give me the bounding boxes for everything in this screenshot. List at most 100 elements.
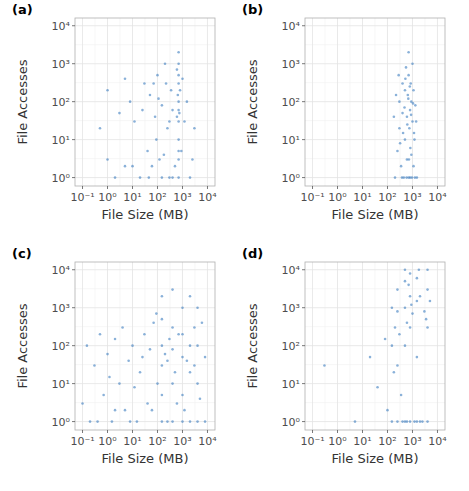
point — [421, 420, 424, 423]
minor-grid — [305, 402, 445, 403]
tick-label: 10² — [52, 340, 70, 353]
point — [402, 132, 405, 135]
tick — [157, 186, 158, 189]
point — [191, 158, 194, 161]
point — [395, 94, 398, 97]
point — [171, 420, 174, 423]
point — [416, 356, 419, 359]
minor-grid — [305, 120, 445, 121]
point — [425, 318, 428, 321]
grid-line — [75, 177, 215, 178]
point — [403, 106, 406, 109]
point — [114, 409, 117, 412]
tick — [72, 307, 75, 308]
point — [409, 420, 412, 423]
point — [136, 420, 139, 423]
panel-title: (c) — [12, 246, 32, 261]
point — [405, 66, 408, 69]
point — [114, 176, 117, 179]
point — [177, 138, 180, 141]
point — [154, 115, 157, 118]
point — [177, 150, 180, 153]
point — [174, 165, 177, 168]
y-axis-title: File Accesses — [245, 59, 260, 144]
point — [121, 326, 124, 329]
point — [376, 386, 379, 389]
point — [131, 344, 134, 347]
point — [401, 82, 404, 85]
point — [423, 310, 426, 313]
point — [99, 127, 102, 130]
point — [419, 420, 422, 423]
point — [161, 364, 164, 367]
point — [99, 333, 102, 336]
point — [161, 176, 164, 179]
point — [412, 102, 415, 105]
point — [391, 420, 394, 423]
point — [176, 68, 179, 71]
point — [171, 176, 174, 179]
tick — [302, 345, 305, 346]
tick — [437, 186, 438, 189]
minor-grid — [75, 44, 215, 45]
y-axis-title: File Accesses — [15, 59, 30, 144]
point — [196, 306, 199, 309]
panel: 10⁻¹10⁰10¹10²10³10⁴10⁰10¹10²10³10⁴File S… — [12, 246, 217, 466]
points — [99, 51, 196, 179]
point — [323, 364, 326, 367]
point — [196, 382, 199, 385]
point — [404, 344, 407, 347]
point — [183, 409, 186, 412]
tick — [72, 421, 75, 422]
point — [416, 300, 419, 303]
minor-grid — [75, 402, 215, 403]
tick-label: 10⁰ — [328, 191, 347, 204]
point — [409, 326, 412, 329]
point — [404, 89, 407, 92]
point — [413, 132, 416, 135]
grid-line — [305, 345, 445, 346]
tick-label: 10⁴ — [52, 20, 71, 33]
tick-label: 10⁰ — [98, 435, 117, 448]
tick-label: 10³ — [403, 435, 421, 448]
point — [106, 89, 109, 92]
point — [179, 89, 182, 92]
point — [400, 394, 403, 397]
point — [177, 62, 180, 65]
tick — [302, 421, 305, 422]
tick — [207, 186, 208, 189]
point — [146, 150, 149, 153]
tick-label: 10² — [148, 435, 166, 448]
tick-label: 10⁴ — [282, 264, 301, 277]
panel-title: (a) — [12, 2, 33, 17]
point — [151, 409, 154, 412]
point — [412, 165, 415, 168]
point — [124, 409, 127, 412]
point — [414, 104, 417, 107]
point — [186, 359, 189, 362]
tick-label: 10¹ — [123, 435, 141, 448]
point — [166, 127, 169, 130]
point — [139, 371, 142, 374]
tick — [387, 430, 388, 433]
point — [193, 326, 196, 329]
point — [199, 397, 202, 400]
points — [81, 288, 206, 423]
tick — [72, 139, 75, 140]
tick — [182, 186, 183, 189]
tick — [207, 430, 208, 433]
minor-grid — [75, 120, 215, 121]
tick — [312, 430, 313, 433]
tick-label: 10³ — [173, 435, 191, 448]
point — [114, 338, 117, 341]
point — [168, 176, 171, 179]
tick — [302, 101, 305, 102]
grid-line — [305, 307, 445, 308]
point — [143, 333, 146, 336]
point — [406, 123, 409, 126]
point — [419, 295, 422, 298]
minor-grid — [305, 326, 445, 327]
point — [183, 120, 186, 123]
point — [426, 420, 429, 423]
point — [131, 165, 134, 168]
